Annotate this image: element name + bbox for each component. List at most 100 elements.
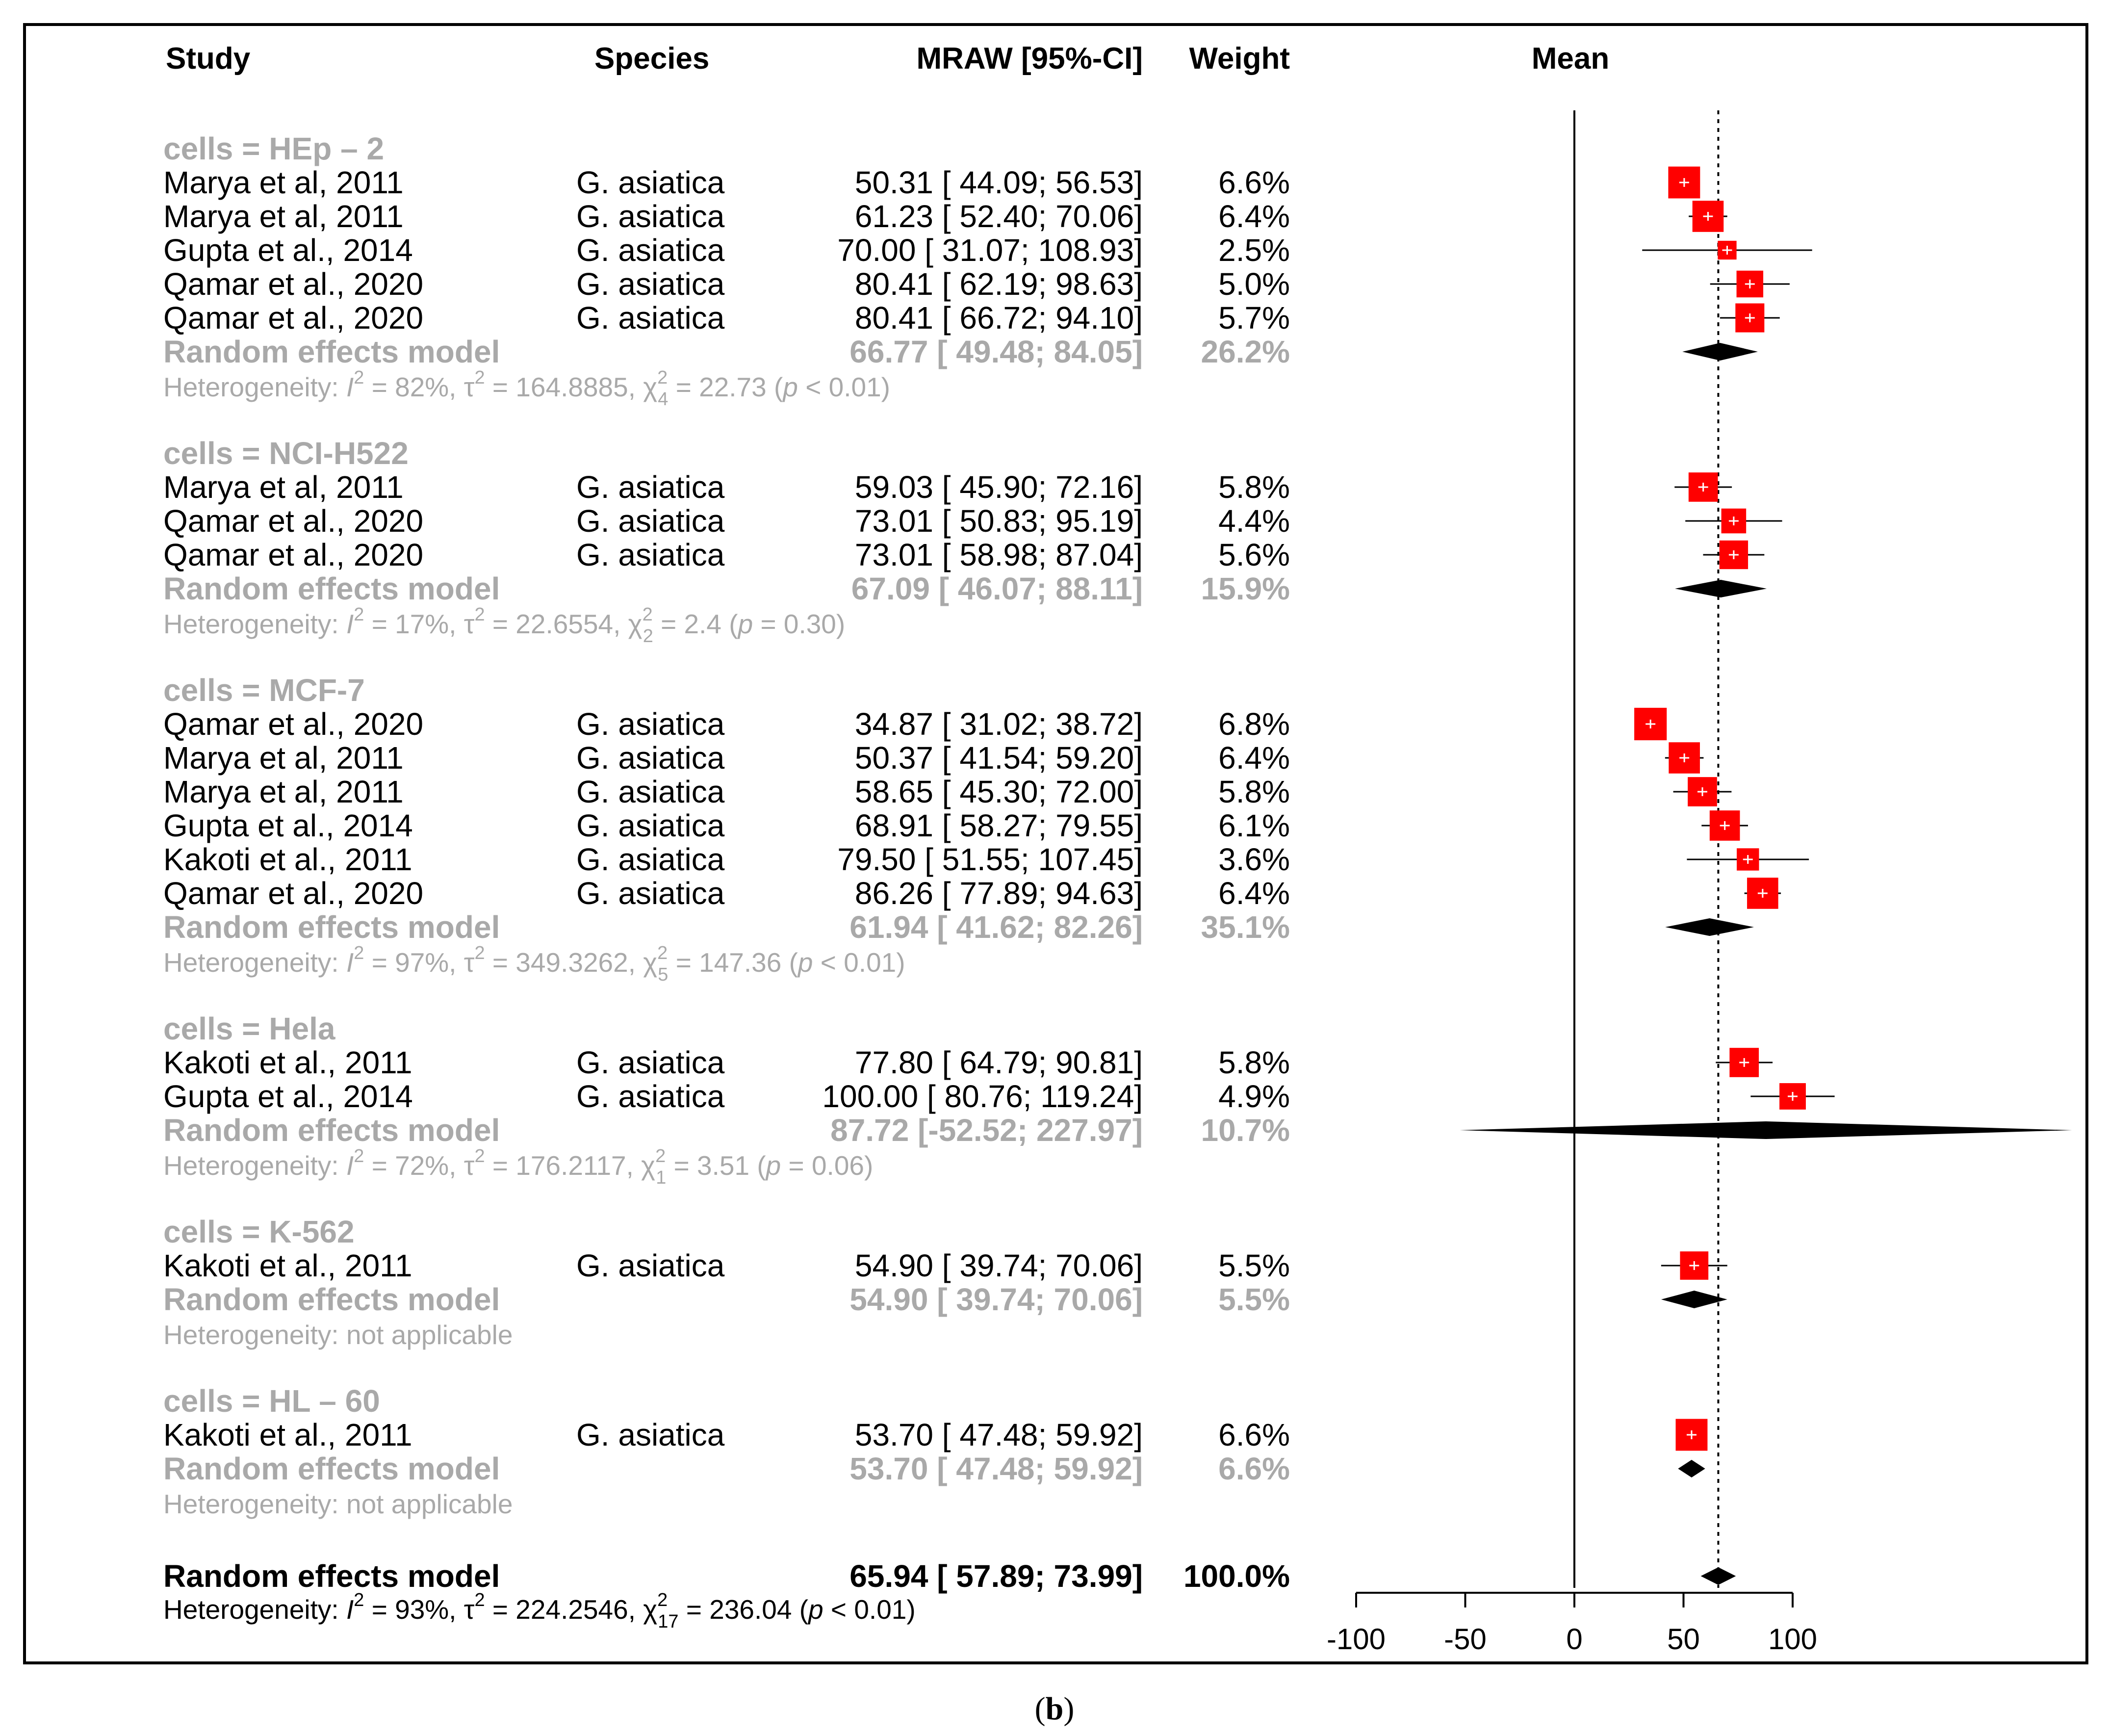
ci-value: 58.65 [ 45.30; 72.00] [855,774,1143,809]
overall-diamond [1700,1567,1736,1585]
species-name: G. asiatica [576,503,725,539]
header-mean: Mean [1532,42,1609,76]
group-model-weight: 15.9% [1201,571,1290,606]
study-name: Qamar et al., 2020 [163,706,423,742]
study-name: Qamar et al., 2020 [163,503,423,539]
weight-value: 5.0% [1218,266,1290,302]
group-model-weight: 5.5% [1218,1282,1290,1317]
group-model-weight: 26.2% [1201,334,1290,369]
species-name: G. asiatica [576,740,725,776]
group-model-ci: 53.70 [ 47.48; 59.92] [849,1451,1143,1486]
weight-value: 5.5% [1218,1248,1290,1283]
group-heterogeneity: Heterogeneity: I2 = 97%, τ2 = 349.3262, … [163,943,905,985]
group-model-weight: 35.1% [1201,909,1290,945]
group-model-label: Random effects model [163,1282,500,1317]
group-model-label: Random effects model [163,571,500,606]
weight-value: 5.8% [1218,774,1290,809]
study-name: Qamar et al., 2020 [163,876,423,911]
species-name: G. asiatica [576,199,725,234]
ci-value: 50.31 [ 44.09; 56.53] [855,165,1143,200]
ci-value: 34.87 [ 31.02; 38.72] [855,706,1143,742]
group-model-ci: 66.77 [ 49.48; 84.05] [849,334,1143,369]
x-tick-label: -100 [1327,1623,1386,1656]
ci-value: 50.37 [ 41.54; 59.20] [855,740,1143,776]
group-model-ci: 61.94 [ 41.62; 82.26] [849,909,1143,945]
species-name: G. asiatica [576,300,725,336]
species-name: G. asiatica [576,266,725,302]
group-heterogeneity: Heterogeneity: I2 = 72%, τ2 = 176.2117, … [163,1146,873,1188]
group-model-label: Random effects model [163,1113,500,1148]
weight-value: 3.6% [1218,842,1290,877]
group-label: cells = K-562 [163,1214,355,1249]
group-heterogeneity: Heterogeneity: I2 = 17%, τ2 = 22.6554, χ… [163,604,845,647]
ci-value: 73.01 [ 58.98; 87.04] [855,537,1143,572]
weight-value: 5.8% [1218,469,1290,505]
species-name: G. asiatica [576,1248,725,1283]
species-name: G. asiatica [576,1079,725,1114]
group-diamond [1665,918,1754,936]
study-name: Kakoti et al., 2011 [163,1248,412,1283]
ci-value: 79.50 [ 51.55; 107.45] [837,842,1143,877]
overall-model-ci: 65.94 [ 57.89; 73.99] [849,1558,1143,1594]
weight-value: 6.1% [1218,808,1290,843]
ci-value: 59.03 [ 45.90; 72.16] [855,469,1143,505]
weight-value: 6.6% [1218,165,1290,200]
weight-value: 5.8% [1218,1045,1290,1080]
species-name: G. asiatica [576,233,725,268]
header-study: Study [166,42,251,76]
weight-value: 6.4% [1218,199,1290,234]
ci-value: 100.00 [ 80.76; 119.24] [822,1079,1143,1114]
ci-value: 77.80 [ 64.79; 90.81] [855,1045,1143,1080]
x-tick-label: 50 [1667,1623,1700,1656]
overall-model-label: Random effects model [163,1558,500,1594]
study-name: Kakoti et al., 2011 [163,842,412,877]
group-label: cells = HL – 60 [163,1383,380,1419]
study-name: Marya et al, 2011 [163,469,404,505]
weight-value: 5.7% [1218,300,1290,336]
group-diamond [1675,580,1767,597]
ci-value: 73.01 [ 50.83; 95.19] [855,503,1143,539]
study-name: Qamar et al., 2020 [163,266,423,302]
weight-value: 6.4% [1218,876,1290,911]
weight-value: 2.5% [1218,233,1290,268]
species-name: G. asiatica [576,1045,725,1080]
species-name: G. asiatica [576,706,725,742]
ci-value: 80.41 [ 62.19; 98.63] [855,266,1143,302]
group-model-label: Random effects model [163,1451,500,1486]
group-diamond [1460,1121,2072,1139]
species-name: G. asiatica [576,774,725,809]
ci-value: 86.26 [ 77.89; 94.63] [855,876,1143,911]
header-species: Species [594,42,709,76]
group-model-label: Random effects model [163,334,500,369]
group-model-weight: 6.6% [1218,1451,1290,1486]
ci-value: 68.91 [ 58.27; 79.55] [855,808,1143,843]
group-model-label: Random effects model [163,909,500,945]
weight-value: 6.6% [1218,1417,1290,1452]
study-name: Marya et al, 2011 [163,165,404,200]
ci-value: 61.23 [ 52.40; 70.06] [855,199,1143,234]
x-tick-label: 100 [1768,1623,1817,1656]
header-ci: MRAW [95%-CI] [916,42,1143,76]
species-name: G. asiatica [576,469,725,505]
species-name: G. asiatica [576,165,725,200]
group-label: cells = NCI-H522 [163,436,409,471]
group-model-ci: 54.90 [ 39.74; 70.06] [849,1282,1143,1317]
group-label: cells = HEp – 2 [163,131,384,166]
ci-value: 70.00 [ 31.07; 108.93] [837,233,1143,268]
group-heterogeneity: Heterogeneity: I2 = 82%, τ2 = 164.8885, … [163,367,890,410]
figure-caption: (b) [1035,1691,1075,1727]
study-name: Gupta et al., 2014 [163,233,413,268]
ci-value: 80.41 [ 66.72; 94.10] [855,300,1143,336]
weight-value: 5.6% [1218,537,1290,572]
group-label: cells = MCF-7 [163,673,365,708]
species-name: G. asiatica [576,808,725,843]
study-name: Marya et al, 2011 [163,199,404,234]
overall-heterogeneity: Heterogeneity: I2 = 93%, τ2 = 224.2546, … [163,1590,916,1632]
study-name: Gupta et al., 2014 [163,1079,413,1114]
group-model-weight: 10.7% [1201,1113,1290,1148]
study-name: Qamar et al., 2020 [163,300,423,336]
group-diamond [1661,1291,1727,1308]
weight-value: 4.4% [1218,503,1290,539]
header-weight: Weight [1189,42,1290,76]
